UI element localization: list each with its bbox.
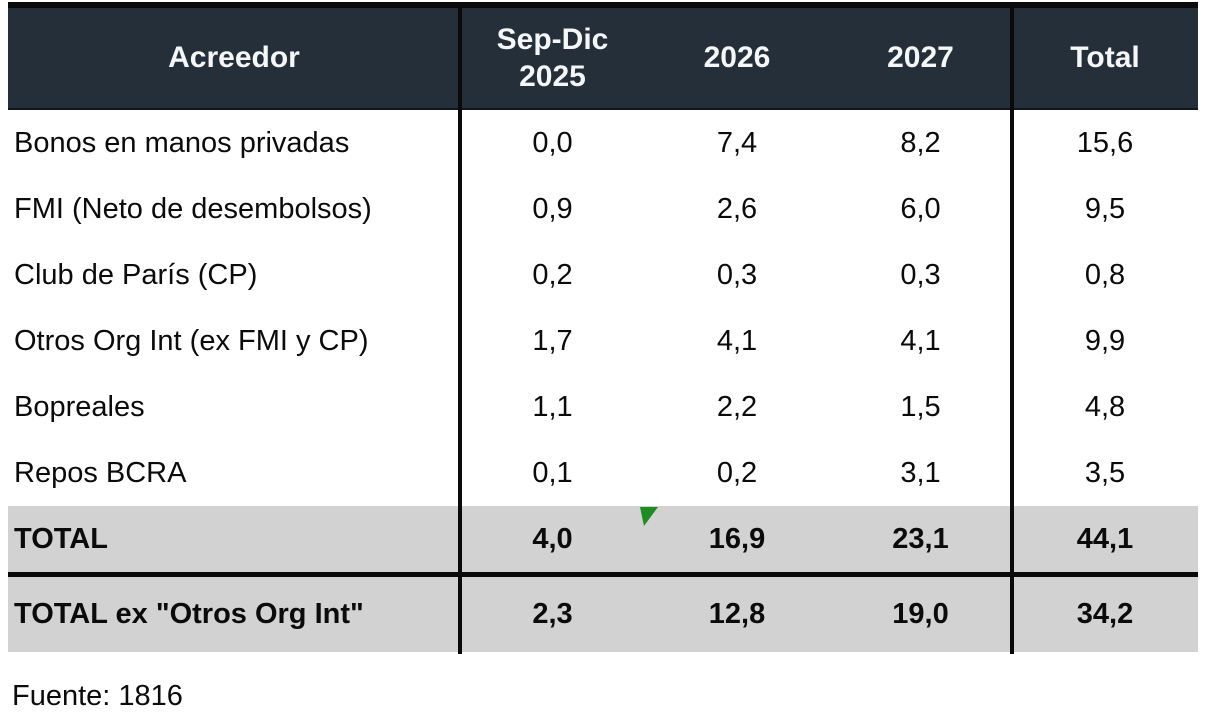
cell-value: 0,3 [716, 258, 758, 291]
column-divider-left [458, 2, 462, 654]
col-header-acreedor: Acreedor [168, 41, 300, 75]
cell-value: 9,5 [1084, 192, 1126, 225]
row-label: FMI (Neto de desembolsos) [14, 192, 372, 225]
cell-value: 7,4 [716, 126, 758, 159]
cell-value: 0,0 [532, 126, 573, 159]
cell-value: 0,1 [532, 456, 573, 489]
row-label: Bonos en manos privadas [14, 126, 350, 159]
cell-value: 0,2 [532, 258, 573, 291]
cell-value: 4,1 [716, 324, 758, 357]
cell-value: 15,6 [1076, 126, 1134, 159]
table-row-fmi: FMI (Neto de desembolsos) 0,9 2,6 6,0 9,… [8, 176, 1198, 242]
cell-value: 23,1 [892, 522, 949, 555]
cell-value: 2,6 [716, 192, 758, 225]
row-label: Club de París (CP) [14, 258, 258, 291]
row-label: TOTAL ex "Otros Org Int" [14, 598, 364, 630]
cell-value: 19,0 [892, 598, 949, 630]
cell-value: 44,1 [1076, 522, 1134, 555]
table-row-total-ex-otros: TOTAL ex "Otros Org Int" 2,3 12,8 19,0 3… [8, 577, 1198, 652]
cell-value: 0,3 [900, 258, 941, 291]
cell-value: 4,1 [900, 324, 941, 357]
source-note: Fuente: 1816 [12, 680, 183, 712]
col-header-2027: 2027 [887, 41, 954, 75]
cell-value: 16,9 [708, 522, 766, 555]
cell-value: 9,9 [1084, 324, 1126, 357]
cell-value: 2,3 [532, 598, 573, 630]
table-row-repos-bcra: Repos BCRA 0,1 0,2 3,1 3,5 [8, 440, 1198, 506]
cell-value: 1,1 [532, 390, 573, 423]
cell-value: 4,8 [1084, 390, 1126, 423]
cell-value: 1,7 [532, 324, 573, 357]
cell-value: 0,9 [532, 192, 573, 225]
row-label: TOTAL [14, 522, 108, 555]
table-row-total: TOTAL 4,0 16,9 23,1 44,1 [8, 506, 1198, 572]
total-separator-line [8, 572, 1198, 577]
cell-value: 34,2 [1076, 598, 1134, 630]
cell-value: 3,1 [900, 456, 941, 489]
table-top-border [8, 2, 1198, 8]
row-label: Bopreales [14, 390, 145, 423]
col-header-sep-dic-2025: Sep-Dic 2025 [496, 22, 609, 94]
table-row-bopreales: Bopreales 1,1 2,2 1,5 4,8 [8, 374, 1198, 440]
row-label: Repos BCRA [14, 456, 187, 489]
cell-value: 12,8 [708, 598, 766, 630]
cell-value: 2,2 [716, 390, 758, 423]
debt-maturities-table: Acreedor Sep-Dic 2025 2026 2027 Total Bo… [8, 2, 1198, 654]
table-row-bonos: Bonos en manos privadas 0,0 7,4 8,2 15,6 [8, 110, 1198, 176]
col-header-total: Total [1070, 41, 1140, 75]
cell-value: 6,0 [900, 192, 941, 225]
cell-value: 4,0 [532, 522, 573, 555]
column-divider-right [1010, 2, 1014, 654]
table-header-row: Acreedor Sep-Dic 2025 2026 2027 Total [8, 8, 1198, 110]
cell-value: 8,2 [900, 126, 941, 159]
cell-value: 3,5 [1084, 456, 1126, 489]
row-label: Otros Org Int (ex FMI y CP) [14, 324, 369, 357]
col-header-2026: 2026 [703, 41, 771, 75]
cell-value: 1,5 [900, 390, 941, 423]
table-row-otros-org-int: Otros Org Int (ex FMI y CP) 1,7 4,1 4,1 … [8, 308, 1198, 374]
table-row-club-de-paris: Club de París (CP) 0,2 0,3 0,3 0,8 [8, 242, 1198, 308]
cell-value: 0,8 [1084, 258, 1126, 291]
cell-value: 0,2 [716, 456, 758, 489]
